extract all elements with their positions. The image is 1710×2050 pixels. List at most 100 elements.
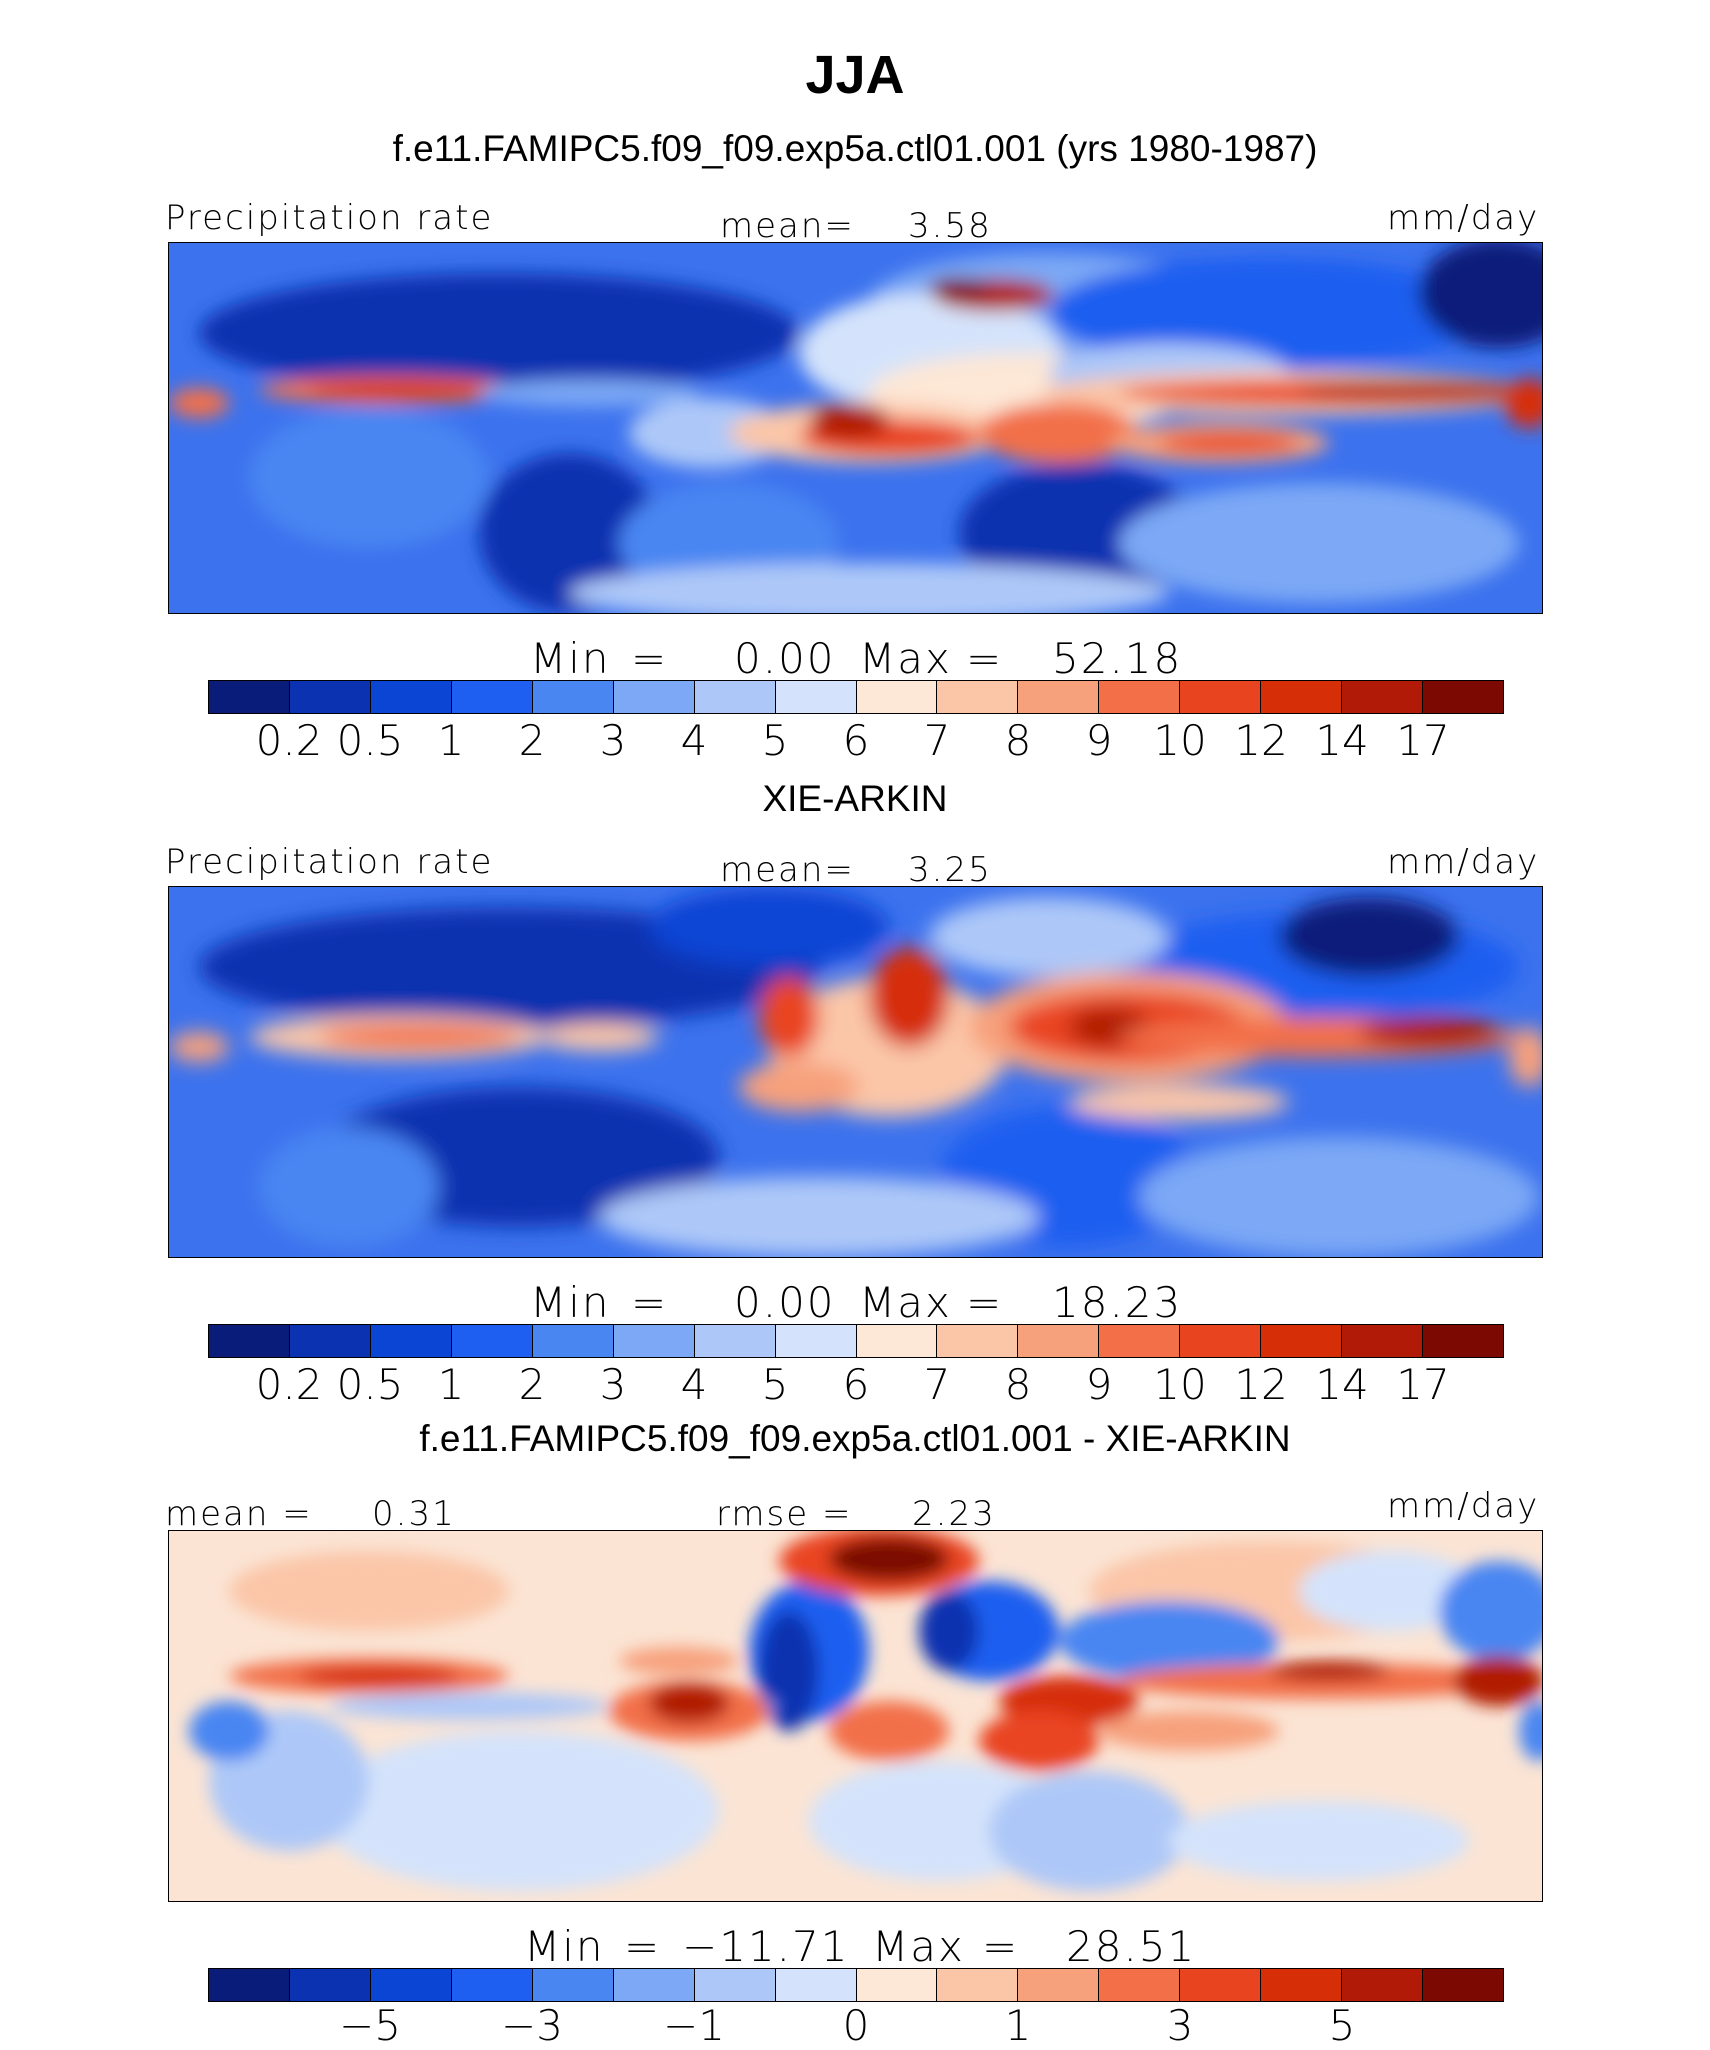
panel1-min-equals: = [631,634,668,683]
colorbar-tick-label: 17 [1396,1360,1449,1409]
panel2-map [168,886,1543,1258]
panel1-max-value: 52.18 [1052,634,1182,683]
colorbar-tick-label: 2 [519,1360,546,1409]
colorbar-segment [533,1325,614,1357]
panel3-min-value: −11.71 [682,1922,849,1971]
colorbar-tick-label: 4 [681,1360,708,1409]
colorbar-tick-label: −5 [339,2001,401,2050]
panel3-subtitle: f.e11.FAMIPC5.f09_f09.exp5a.ctl01.001 - … [0,1418,1710,1460]
colorbar-segment [209,1969,290,2001]
colorbar-tick-label: 10 [1153,716,1206,765]
colorbar-segment [1018,1969,1099,2001]
panel3-max-label: Max [872,1922,965,1971]
colorbar-tick-label: 17 [1396,716,1449,765]
colorbar-segment [209,681,290,713]
panel2-min-value: 0.00 [734,1278,836,1327]
colorbar-segment [1018,1325,1099,1357]
colorbar-segment [533,1969,614,2001]
panel1-mean-label: mean= [720,206,855,246]
panel2-mean-label: mean= [720,850,855,890]
colorbar-tick-label: 2 [519,716,546,765]
colorbar-segment [1261,681,1342,713]
colorbar-segment [290,681,371,713]
colorbar-tick-label: 0.5 [337,1360,404,1409]
colorbar-tick-label: 9 [1086,1360,1113,1409]
colorbar-segment [857,1325,938,1357]
panel3-colorbar [208,1968,1504,2002]
colorbar-tick-label: 5 [1329,2001,1356,2050]
colorbar-segment [1180,1969,1261,2001]
colorbar-tick-label: 14 [1315,716,1368,765]
colorbar-tick-label: 7 [924,716,951,765]
colorbar-segment [1342,681,1423,713]
colorbar-tick-label: 12 [1234,1360,1287,1409]
panel3-rmse-value: 2.23 [912,1494,996,1534]
colorbar-segment [1261,1969,1342,2001]
colorbar-segment [614,681,695,713]
panel2-left-label: Precipitation rate [165,842,493,882]
colorbar-segment [452,1325,533,1357]
panel3-map [168,1530,1543,1902]
colorbar-tick-label: −3 [501,2001,563,2050]
panel1-mean-value: 3.58 [908,206,992,246]
colorbar-segment [1180,681,1261,713]
colorbar-segment [857,681,938,713]
colorbar-tick-label: 0.5 [337,716,404,765]
panel3-min-label: Min [524,1922,605,1971]
panel3-min-equals: = [624,1922,661,1971]
colorbar-tick-label: 3 [600,1360,627,1409]
colorbar-segment [614,1325,695,1357]
panel1-subtitle: f.e11.FAMIPC5.f09_f09.exp5a.ctl01.001 (y… [0,128,1710,170]
colorbar-segment [1261,1325,1342,1357]
colorbar-segment [290,1325,371,1357]
colorbar-segment [857,1969,938,2001]
colorbar-segment [290,1969,371,2001]
colorbar-segment [209,1325,290,1357]
colorbar-tick-label: 3 [600,716,627,765]
colorbar-tick-label: 5 [762,1360,789,1409]
colorbar-segment [371,681,452,713]
colorbar-segment [776,1969,857,2001]
panel3-max-equals: = [982,1922,1019,1971]
colorbar-segment [937,1969,1018,2001]
colorbar-tick-label: 3 [1167,2001,1194,2050]
panel1-colorbar [208,680,1504,714]
figure-title: JJA [0,44,1710,106]
colorbar-segment [937,681,1018,713]
colorbar-segment [1423,1325,1503,1357]
colorbar-segment [371,1969,452,2001]
colorbar-tick-label: 9 [1086,716,1113,765]
panel3-rmse-label: rmse = [716,1494,852,1534]
panel1-min-label: Min [530,634,611,683]
colorbar-segment [1099,1969,1180,2001]
colorbar-tick-label: 4 [681,716,708,765]
colorbar-tick-label: 6 [843,1360,870,1409]
colorbar-segment [371,1325,452,1357]
panel3-mean-value: 0.31 [372,1494,456,1534]
colorbar-segment [695,1325,776,1357]
colorbar-segment [1423,681,1503,713]
colorbar-segment [1342,1969,1423,2001]
colorbar-tick-label: 8 [1005,716,1032,765]
colorbar-tick-label: 6 [843,716,870,765]
panel2-max-label: Max [859,1278,952,1327]
colorbar-tick-label: 7 [924,1360,951,1409]
colorbar-tick-label: 1 [438,1360,465,1409]
colorbar-segment [452,681,533,713]
colorbar-segment [776,681,857,713]
colorbar-segment [452,1969,533,2001]
panel2-max-value: 18.23 [1052,1278,1182,1327]
colorbar-tick-label: −1 [663,2001,725,2050]
panel1-max-equals: = [966,634,1003,683]
panel3-mean-label: mean = [165,1494,313,1534]
panel2-min-equals: = [631,1278,668,1327]
colorbar-tick-label: 5 [762,716,789,765]
colorbar-tick-label: 0.2 [256,1360,323,1409]
panel1-max-label: Max [859,634,952,683]
panel2-units: mm/day [1387,842,1539,882]
colorbar-segment [1342,1325,1423,1357]
colorbar-segment [695,1969,776,2001]
panel1-min-value: 0.00 [734,634,836,683]
panel2-max-equals: = [966,1278,1003,1327]
colorbar-tick-label: 1 [1005,2001,1032,2050]
